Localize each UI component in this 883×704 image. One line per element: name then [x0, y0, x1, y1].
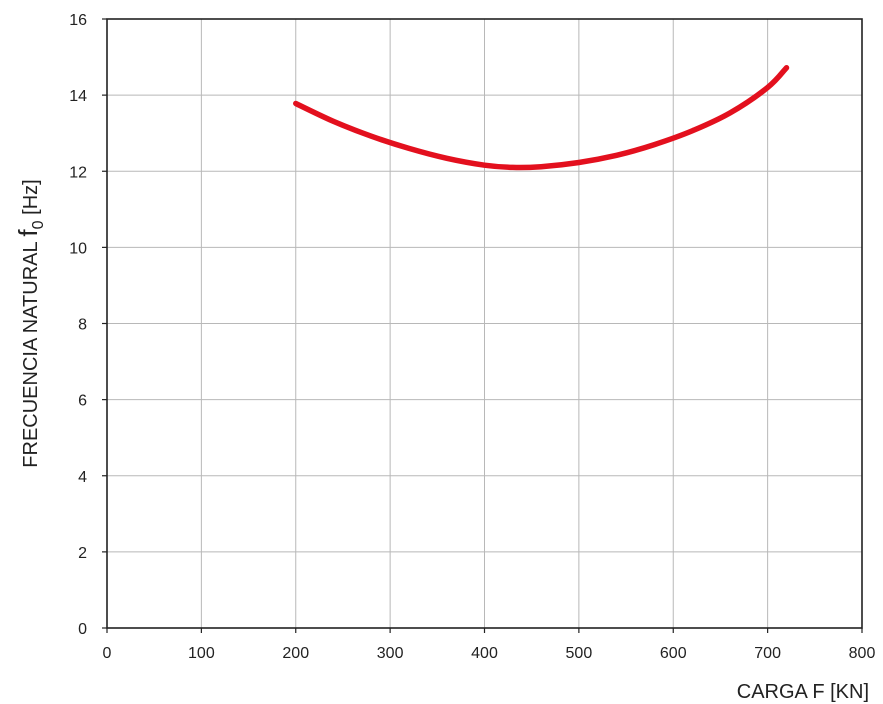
x-tick-label: 200	[282, 645, 309, 662]
axis-ticks: 0 100 200 300 400 500 600 700 800 0 2 4 6 8 10 12 14 16	[69, 12, 875, 662]
y-axis-title: FRECUENCIA NATURAL f0 [Hz]	[13, 179, 47, 467]
series-point	[332, 119, 335, 123]
series-point	[766, 86, 770, 90]
x-tick-label: 700	[754, 645, 781, 662]
x-tick-label: 0	[103, 645, 112, 662]
y-tick-label: 2	[78, 545, 87, 562]
y-axis-title-symbol: f	[13, 229, 43, 237]
y-axis-title-suffix: [Hz]	[20, 179, 42, 220]
y-tick-label: 14	[69, 88, 87, 105]
y-axis-title-subscript: 0	[30, 220, 47, 229]
y-tick-label: 0	[78, 621, 87, 638]
y-tick-label: 6	[78, 393, 87, 410]
y-tick-label: 16	[69, 12, 87, 29]
x-tick-label: 400	[471, 645, 498, 662]
series-point	[577, 160, 581, 164]
series-point	[539, 165, 543, 169]
y-tick-label: 8	[78, 317, 87, 334]
series-layer	[293, 64, 790, 171]
series-point	[511, 165, 515, 169]
series-point	[652, 143, 656, 147]
x-tick-label: 300	[377, 645, 404, 662]
x-tick-label: 500	[566, 645, 593, 662]
series-point	[483, 163, 486, 167]
series-point	[728, 111, 732, 115]
series-point	[785, 66, 788, 70]
series-point	[615, 153, 619, 157]
y-axis-title-prefix: FRECUENCIA NATURAL	[20, 237, 42, 468]
grid	[107, 19, 862, 628]
series-point	[369, 134, 373, 138]
series-point	[690, 129, 694, 133]
x-axis-title: CARGA F [KN]	[737, 681, 869, 703]
series-point	[294, 101, 298, 105]
x-tick-label: 100	[188, 645, 215, 662]
x-tick-label: 600	[660, 645, 687, 662]
y-tick-label: 10	[69, 240, 87, 257]
y-tick-label: 4	[78, 469, 87, 486]
series-line	[293, 64, 790, 171]
y-tick-label: 12	[69, 164, 87, 181]
x-tick-label: 800	[849, 645, 876, 662]
series-point	[407, 146, 411, 150]
series-point	[445, 156, 449, 160]
